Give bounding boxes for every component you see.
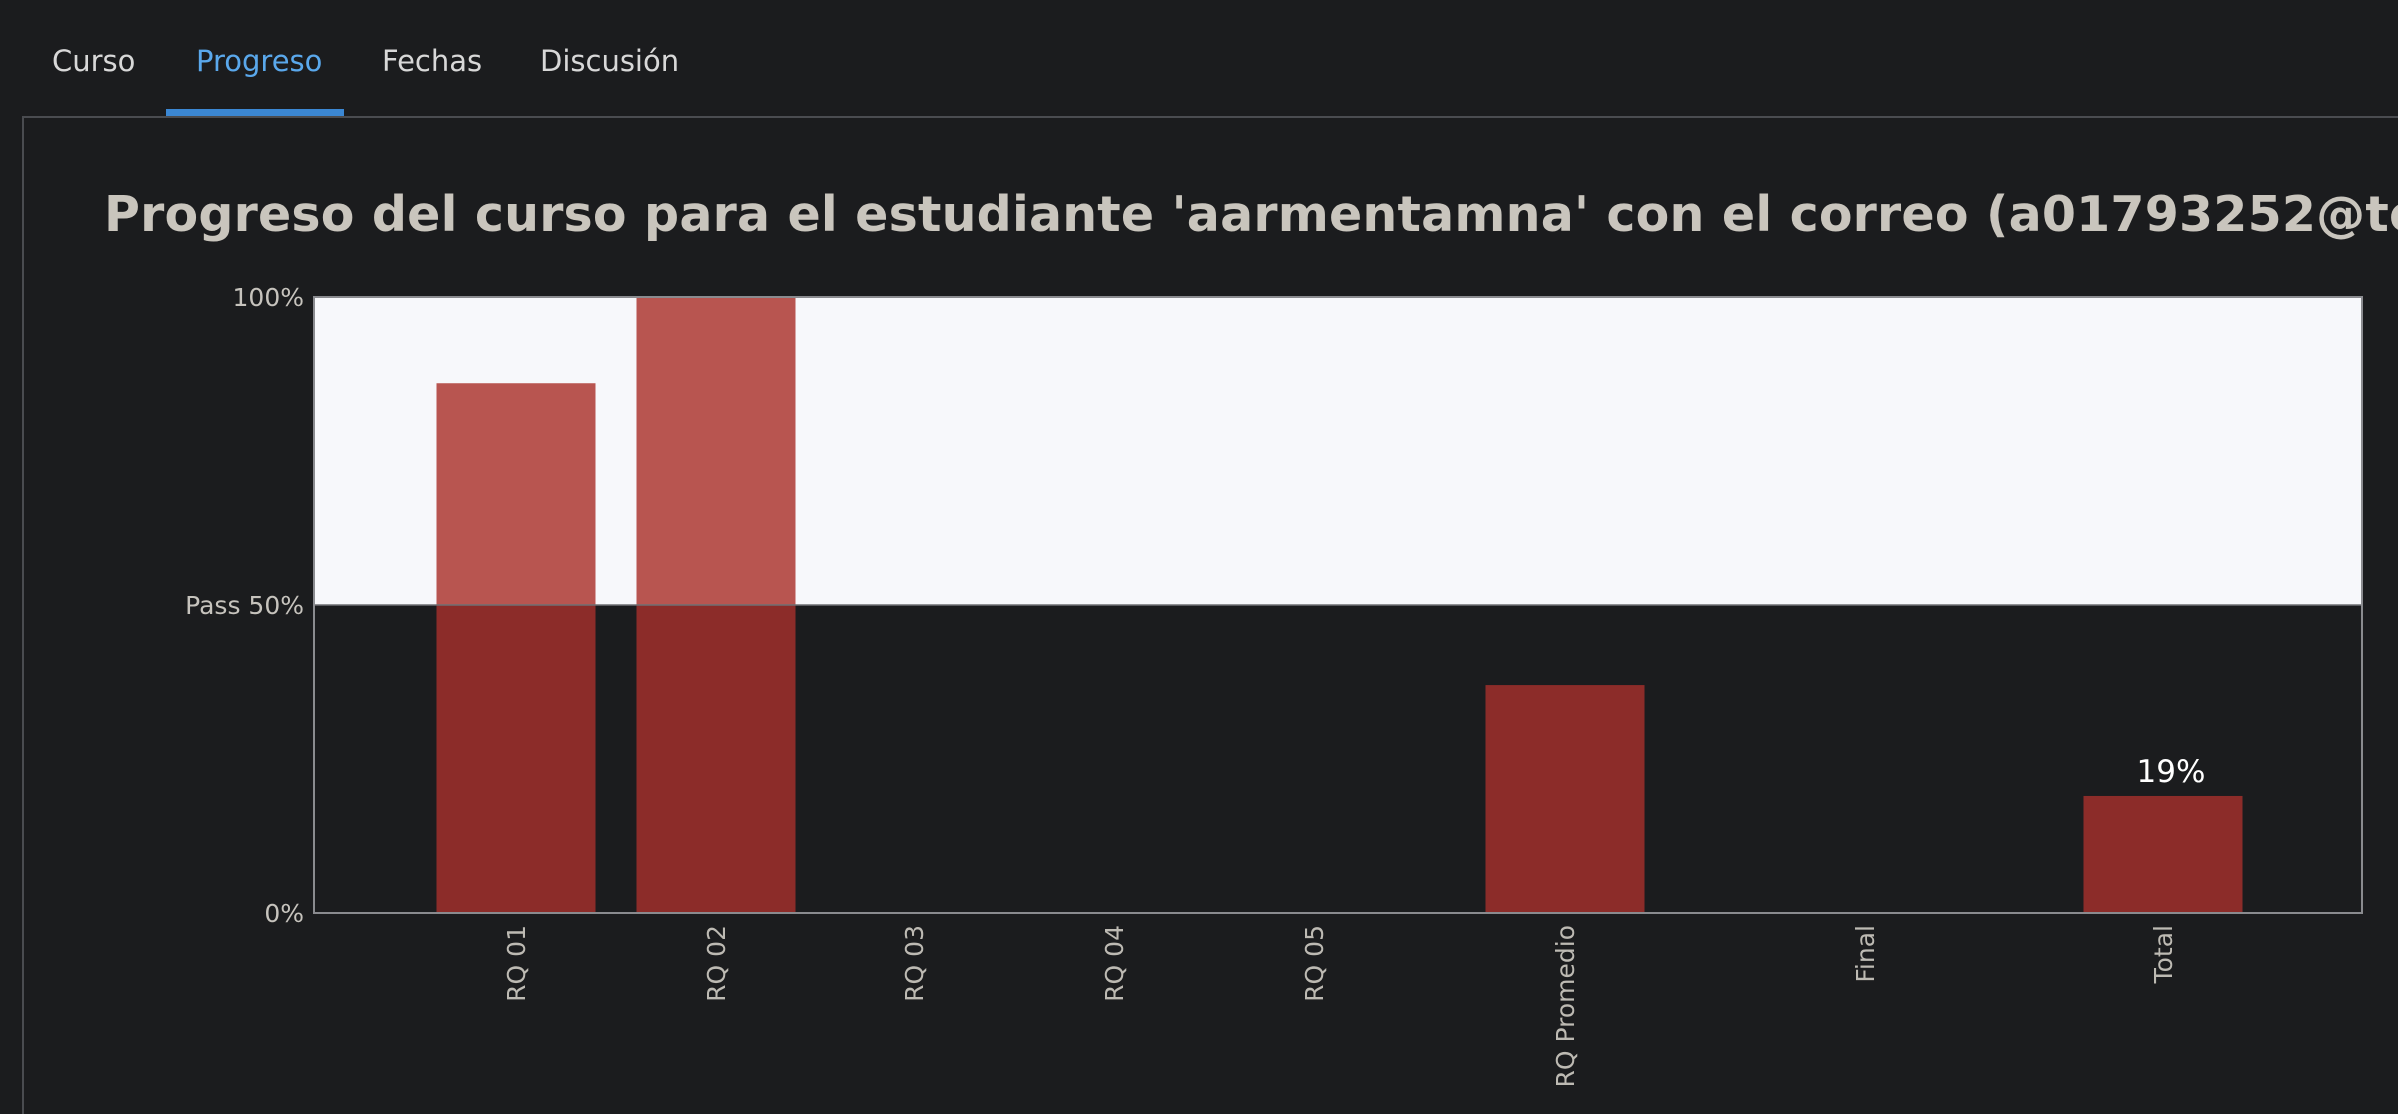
x-tick-label: Total [2149,925,2178,984]
bar-rq-promedio [1485,685,1645,913]
x-tick-label: Final [1851,925,1880,983]
tab-fechas[interactable]: Fechas [382,44,483,78]
tab-curso[interactable]: Curso [52,44,136,78]
x-tick-label: RQ Promedio [1551,925,1580,1088]
page-title: Progreso del curso para el estudiante 'a… [104,186,2398,243]
bar-rq-01-upper [436,383,596,605]
y-tick-label: 100% [233,283,304,312]
active-tab-indicator [166,109,344,117]
bar-rq-02 [636,605,796,913]
tab-progreso[interactable]: Progreso [196,44,323,78]
bar-rq-01 [436,605,596,913]
progress-panel [22,116,2398,1114]
plot-frame [313,296,2363,914]
x-tick-label: RQ 01 [502,925,531,1002]
x-tick-label: RQ 05 [1300,925,1329,1002]
bar-total [2083,795,2243,913]
bar-rq-02-upper [636,297,796,605]
course-tabs: Curso Progreso Fechas Discusión [0,0,2398,117]
tab-discusion[interactable]: Discusión [540,44,680,78]
x-tick-label: RQ 02 [702,925,731,1002]
y-tick-label: Pass 50% [185,591,304,620]
x-tick-label: RQ 04 [1100,925,1129,1002]
data-label-total: 19% [2137,754,2206,790]
pass-zone [314,297,2362,605]
x-tick-label: RQ 03 [900,925,929,1002]
y-tick-label: 0% [264,899,304,928]
